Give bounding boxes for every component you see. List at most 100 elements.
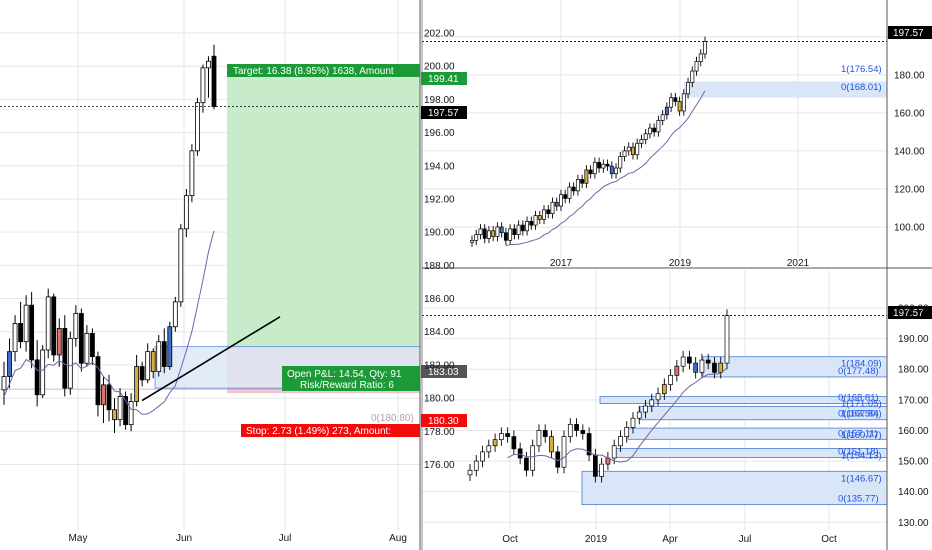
top-right-candle-body: [491, 230, 496, 237]
top-right-x-tick: 2019: [669, 258, 692, 269]
left-x-tick: Jun: [176, 533, 192, 544]
bottom-right-candle-body: [524, 457, 529, 471]
left-candle-body: [134, 366, 140, 402]
last-price-box-top-right: [888, 26, 932, 39]
left-candle-body: [101, 384, 106, 406]
left-y-tick: 186.00: [424, 294, 455, 305]
left-candle-body: [172, 301, 178, 328]
left-x-tick: Jul: [279, 533, 292, 544]
left-candle-body: [167, 326, 173, 367]
bottom-right-y-tick: 170.00: [898, 395, 929, 406]
bottom-right-y-tick: 150.00: [898, 457, 929, 468]
top-right-candle-body: [686, 82, 691, 95]
stop-price-box: [421, 414, 467, 427]
left-y-tick: 176.00: [424, 460, 455, 471]
top-right-candle-body: [584, 169, 589, 184]
top-right-candle-body: [499, 226, 504, 234]
left-candle-body: [200, 67, 206, 104]
bottom-right-candle-body: [718, 362, 724, 373]
top-right-candle-body: [588, 169, 593, 175]
left-candle-body: [161, 341, 167, 367]
top-right-candle-body: [567, 186, 572, 199]
left-y-tick: 202.00: [424, 29, 455, 40]
left-x-tick: May: [69, 533, 88, 544]
top-right-candle-body: [478, 228, 483, 235]
left-x-tick: Aug: [389, 533, 407, 544]
bottom-right-fib-level: 0(168.81): [838, 392, 879, 403]
top-right-y-tick: 160.00: [894, 108, 925, 119]
left-y-tick: 192.00: [424, 194, 455, 205]
top-right-candle-body: [508, 228, 513, 241]
bottom-right-y-tick: 140.00: [898, 487, 929, 498]
top-right-candle-body: [474, 234, 479, 241]
left-candle-body: [73, 313, 79, 339]
stop-price: 180.30: [428, 416, 459, 427]
bottom-right-candle-body: [530, 445, 536, 471]
fib-level-top-0: 0(168.01): [841, 82, 882, 93]
bottom-right-candle-body: [618, 436, 623, 447]
left-candle-body: [145, 351, 151, 381]
left-y-tick: 196.00: [424, 128, 455, 139]
top-right-candle-body: [520, 224, 525, 232]
bottom-right-x-tick: Oct: [502, 534, 518, 545]
bottom-right-candle-body: [630, 417, 636, 428]
last-price-left: 197.57: [428, 108, 459, 119]
top-right-y-tick: 100.00: [894, 223, 925, 234]
left-candle-body: [40, 349, 46, 396]
bottom-right-candle-body: [636, 411, 642, 419]
target-price: 199.41: [428, 74, 459, 85]
bottom-right-x-tick: Oct: [821, 534, 837, 545]
stop-label: Stop: 2.73 (1.49%) 273, Amount:: [246, 426, 391, 437]
left-candle-body: [195, 102, 200, 152]
top-right-y-tick: 180.00: [894, 70, 925, 81]
top-right-candle-body: [580, 179, 585, 184]
bottom-right-candle-body: [687, 356, 692, 364]
bottom-right-fib-level: 0(151.18): [838, 446, 879, 457]
top-right-candle-body: [486, 230, 491, 239]
bottom-right-candle-body: [580, 430, 586, 434]
bottom-right-candle-body: [542, 430, 548, 437]
top-right-candle-body: [694, 61, 699, 72]
bottom-right-candle-body: [536, 430, 542, 447]
top-right-y-tick: 120.00: [894, 184, 925, 195]
bottom-right-fib-level: 1(160.77): [841, 430, 882, 441]
top-right-candle-body: [482, 228, 487, 239]
top-right-candle-body: [537, 215, 542, 220]
left-candle-body: [67, 337, 73, 389]
left-candle-body: [29, 304, 35, 361]
candle-layer: [1, 36, 730, 483]
bottom-right-candle-body: [680, 356, 686, 367]
bottom-right-fib-level: 0(157.11): [838, 428, 878, 439]
top-right-candle-body: [639, 139, 644, 144]
top-right-candle-body: [525, 220, 530, 232]
bottom-right-fib-zone: [581, 470, 888, 506]
left-y-tick: 184.00: [424, 327, 455, 338]
left-y-tick: 198.00: [424, 95, 455, 106]
top-right-candle-body: [563, 194, 568, 199]
top-right-candle-body: [643, 133, 648, 140]
top-right-candle-body: [622, 150, 627, 157]
left-candle-body: [178, 228, 184, 303]
target-label: Target: 16.38 (8.95%) 1638, Amount: [233, 66, 394, 77]
bottom-right-fib-level: 1(154.13): [841, 450, 882, 461]
left-candle-body: [156, 341, 162, 372]
pnl-label-bg: [282, 366, 420, 391]
bottom-right-fib-level: 1(146.67): [841, 473, 882, 484]
top-right-candle-body: [495, 226, 500, 237]
bottom-right-moving-average: [507, 367, 728, 463]
top-right-candle-body: [559, 194, 563, 207]
bottom-right-y-tick: 180.00: [898, 365, 929, 376]
bottom-right-x-tick: Apr: [662, 534, 678, 545]
stop-label-bg: [241, 424, 420, 437]
left-moving-average: [3, 230, 215, 415]
left-candle-body: [84, 332, 90, 364]
left-candle-body: [62, 328, 68, 389]
top-right-candle-body: [533, 215, 538, 226]
target-price-box: [421, 72, 467, 85]
top-right-candle-body: [618, 156, 623, 169]
left-candle-body: [112, 409, 117, 421]
bottom-right-candle-body: [561, 436, 567, 468]
bottom-right-candle-body: [492, 439, 498, 447]
top-right-candle-body: [635, 142, 640, 156]
